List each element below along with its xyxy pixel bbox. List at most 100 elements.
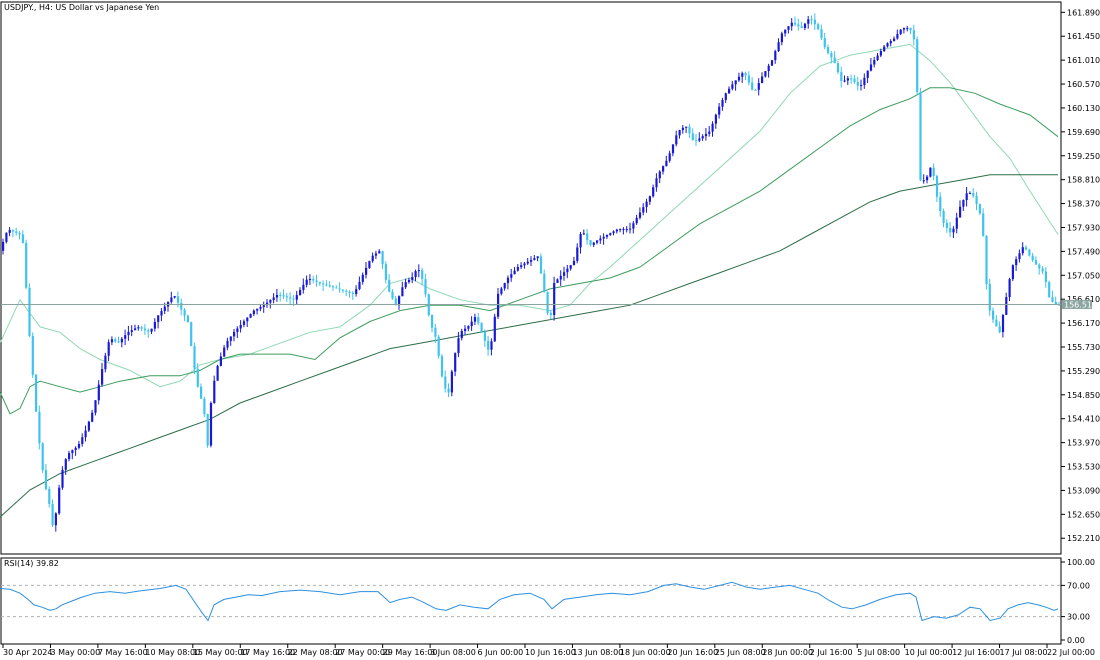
rsi-tick-label: 70.00 — [1067, 581, 1090, 590]
candle-body — [500, 288, 503, 294]
candle-body — [58, 487, 61, 514]
candle-body — [233, 332, 236, 337]
price-tick-label: 156.610 — [1067, 295, 1100, 304]
candle-body — [533, 258, 536, 260]
time-tick-label: 15 May 00:00 — [193, 648, 248, 657]
candle-body — [117, 341, 120, 343]
candle-body — [325, 284, 328, 286]
candle-body — [193, 346, 196, 369]
candle-body — [305, 279, 308, 285]
candle-body — [358, 281, 361, 290]
candle-body — [513, 270, 516, 275]
candle-body — [668, 153, 671, 161]
candle-body — [407, 279, 411, 283]
candle-body — [322, 283, 325, 285]
candle-body — [1001, 314, 1005, 333]
candle-body — [599, 238, 602, 241]
candle-body — [922, 180, 925, 182]
price-tick-label: 158.370 — [1067, 200, 1100, 209]
candle-body — [101, 369, 104, 385]
candle-body — [787, 26, 790, 30]
candle-body — [186, 315, 189, 323]
candle-body — [764, 71, 767, 77]
candle-body — [830, 52, 833, 58]
rsi-tick-label: 0.00 — [1067, 636, 1085, 645]
candle-body — [681, 127, 684, 131]
candle-body — [81, 437, 84, 444]
candle-body — [44, 470, 48, 489]
time-tick-label: 25 Jun 08:00 — [715, 648, 766, 657]
time-tick-label: 22 May 08:00 — [288, 648, 343, 657]
candle-body — [827, 47, 830, 53]
candle-body — [876, 55, 879, 60]
candle-body — [813, 19, 816, 25]
candle-body — [728, 88, 731, 94]
candle-body — [384, 264, 387, 280]
candle-body — [173, 296, 176, 298]
candle-body — [127, 331, 130, 336]
time-tick-label: 22 Jul 00:00 — [1047, 648, 1095, 657]
candle-body — [15, 231, 18, 233]
candle-body — [440, 356, 444, 377]
candle-body — [190, 322, 193, 347]
candle-body — [299, 289, 302, 296]
price-tick-label: 159.690 — [1067, 128, 1100, 137]
candle-body — [566, 268, 569, 273]
candle-body — [724, 93, 727, 100]
candle-body — [632, 223, 635, 229]
candle-body — [850, 78, 853, 80]
candle-body — [589, 240, 592, 245]
candle-body — [935, 175, 939, 197]
candle-body — [952, 228, 955, 233]
rsi-line — [0, 581, 1059, 622]
candle-body — [269, 300, 272, 303]
candle-body — [530, 259, 533, 262]
candle-body — [1011, 265, 1014, 280]
candle-body — [906, 28, 909, 30]
time-tick-label: 3 May 00:00 — [50, 648, 100, 657]
rsi-axis: 100.00 70.00 30.00 0.00 — [1061, 558, 1095, 645]
candle-body — [21, 234, 24, 243]
candle-body — [97, 384, 100, 401]
candle-body — [638, 212, 642, 218]
candle-body — [526, 261, 529, 264]
candle-body — [110, 339, 114, 343]
price-tick-label: 160.130 — [1067, 104, 1100, 113]
candle-body — [242, 321, 246, 325]
time-tick-label: 12 Jul 16:00 — [952, 648, 1000, 657]
candle-body — [473, 317, 477, 322]
candle-body — [365, 267, 368, 275]
price-tick-label: 157.490 — [1067, 247, 1100, 256]
candle-body — [995, 319, 998, 327]
time-tick-label: 13 Jun 08:00 — [572, 648, 623, 657]
price-tick-label: 154.850 — [1067, 391, 1100, 400]
candle-body — [404, 282, 407, 288]
candle-body — [467, 326, 470, 329]
candle-body — [71, 450, 74, 454]
candle-body — [1021, 247, 1024, 254]
time-tick-label: 10 Jul 00:00 — [905, 648, 953, 657]
candle-body — [708, 131, 711, 134]
candle-body — [68, 453, 71, 460]
chart-title: USDJPY., H4: US Dollar vs Japanese Yen — [4, 3, 159, 12]
candle-body — [902, 28, 906, 30]
candle-body — [266, 302, 269, 306]
price-axis: 161.890 161.450 161.010 160.570 160.130 159.6… — [1061, 8, 1100, 543]
candle-body — [203, 398, 206, 415]
candle-body — [157, 315, 160, 322]
candle-body — [312, 278, 315, 281]
candle-body — [48, 488, 51, 504]
candle-body — [853, 78, 856, 83]
candle-body — [328, 285, 331, 287]
candle-body — [797, 24, 800, 27]
candle-body — [1008, 279, 1011, 298]
candle-body — [817, 24, 820, 30]
rsi-tick-label: 30.00 — [1067, 613, 1090, 622]
candle-body — [704, 133, 708, 137]
candle-body — [259, 306, 262, 309]
candle-body — [965, 193, 968, 201]
candle-body — [655, 178, 658, 188]
candle-body — [170, 297, 173, 303]
candle-body — [539, 256, 543, 274]
candle-body — [734, 80, 737, 85]
